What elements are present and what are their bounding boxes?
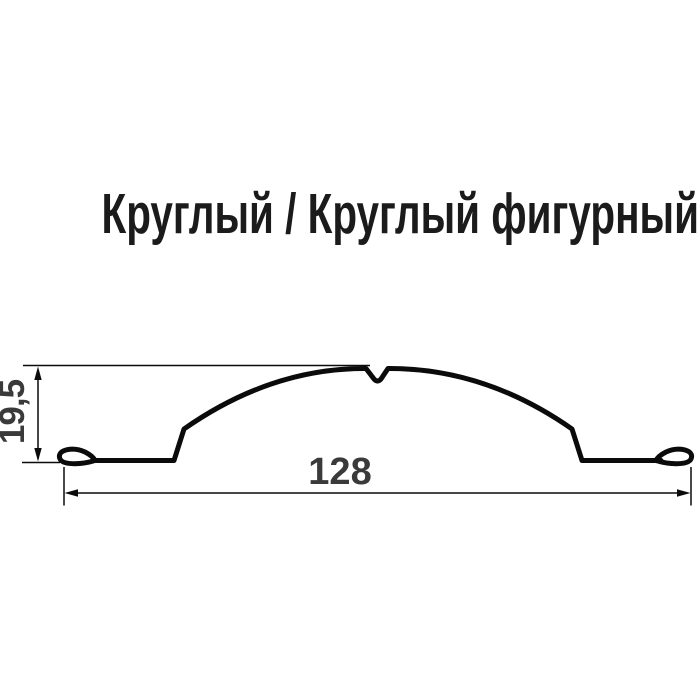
height-arrowhead-top [34,366,42,380]
height-dimension-label: 19,5 [0,379,32,445]
profile-right-curl [653,446,694,467]
profile-outline [91,365,664,463]
width-arrowhead-left [64,489,78,497]
profile-left-curl [57,446,98,467]
height-arrowhead-bottom [34,448,42,462]
width-dimension-label: 128 [308,451,372,493]
width-arrowhead-right [677,489,691,497]
